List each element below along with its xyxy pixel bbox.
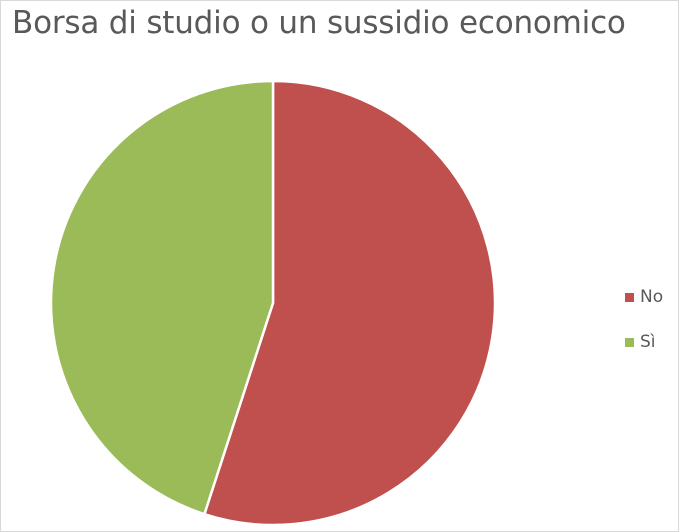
pie-slice-no <box>203 79 497 527</box>
pie-slice-si <box>49 79 275 516</box>
legend-swatch-no <box>625 292 634 302</box>
legend-label-no: No <box>640 287 664 307</box>
legend-item-si: Sì <box>625 330 663 354</box>
chart-title: Borsa di studio o un sussidio economico <box>12 5 626 41</box>
legend: No Sì <box>625 285 663 375</box>
legend-item-no: No <box>625 285 663 309</box>
legend-label-si: Sì <box>640 332 656 352</box>
legend-swatch-si <box>625 337 634 347</box>
